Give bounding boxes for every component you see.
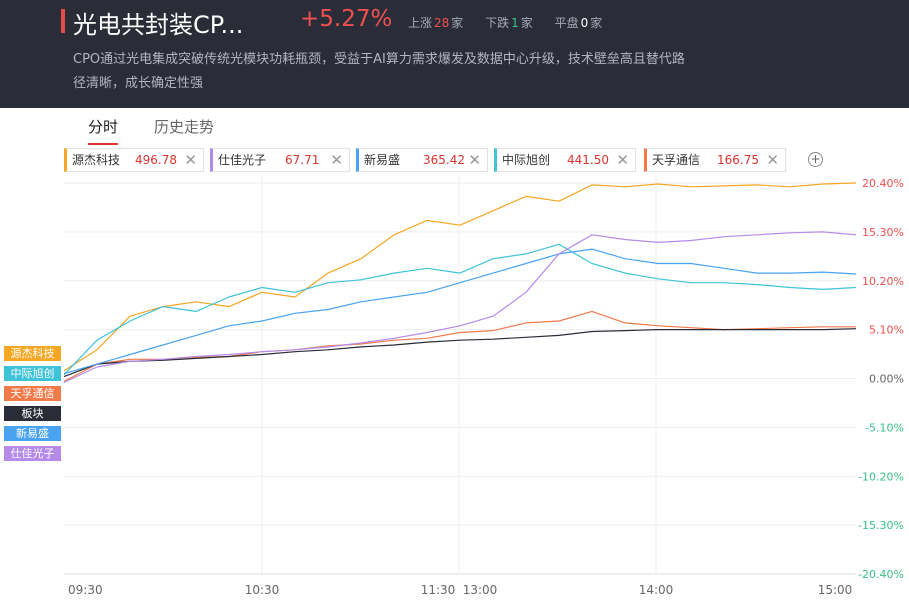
add-compare-icon[interactable]: + bbox=[808, 152, 823, 167]
x-tick-label: 11:30 bbox=[421, 583, 456, 597]
chip-yuanjie[interactable]: 源杰科技 496.78 ✕ bbox=[64, 148, 204, 172]
down-count: 1 bbox=[511, 16, 519, 30]
y-tick-label: -5.10% bbox=[865, 421, 904, 434]
close-icon[interactable]: ✕ bbox=[468, 151, 481, 169]
up-label: 上涨 bbox=[408, 16, 433, 30]
chip-value: 166.75 bbox=[717, 153, 759, 167]
legend-shijia: 仕佳光子 bbox=[4, 446, 61, 461]
chip-zhongji[interactable]: 中际旭创 441.50 ✕ bbox=[494, 148, 636, 172]
chip-name: 新易盛 bbox=[364, 153, 401, 167]
chip-tianfu[interactable]: 天孚通信 166.75 ✕ bbox=[644, 148, 786, 172]
legend-sector: 板块 bbox=[4, 406, 61, 421]
chip-value: 67.71 bbox=[285, 153, 320, 167]
series-line bbox=[63, 182, 857, 372]
chip-value: 441.50 bbox=[567, 153, 609, 167]
chip-name: 天孚通信 bbox=[652, 153, 701, 167]
legend-zhongji: 中际旭创 bbox=[4, 366, 61, 381]
chip-xinyisheng[interactable]: 新易盛 365.42 ✕ bbox=[356, 148, 488, 172]
tab-intraday[interactable]: 分时 bbox=[88, 116, 119, 145]
y-tick-label: 10.20% bbox=[862, 275, 904, 288]
x-tick-label: 09:30 bbox=[68, 583, 103, 597]
y-tick-label: 20.40% bbox=[862, 177, 904, 190]
advance-decline-stats: 上涨 28 家 下跌 1 家 平盘 0 家 bbox=[408, 14, 604, 31]
y-tick-label: -10.20% bbox=[858, 470, 904, 483]
series-line bbox=[63, 231, 857, 383]
y-tick-label: -20.40% bbox=[858, 568, 904, 581]
chip-shijia[interactable]: 仕佳光子 67.71 ✕ bbox=[210, 148, 350, 172]
page-title: 光电共封装CP... bbox=[73, 11, 244, 39]
flat-count: 0 bbox=[580, 16, 589, 30]
x-tick-label: 10:30 bbox=[245, 583, 280, 597]
tab-history[interactable]: 历史走势 bbox=[154, 118, 215, 136]
x-tick-label: 13:00 bbox=[463, 583, 498, 597]
sector-change: +5.27% bbox=[300, 6, 393, 32]
close-icon[interactable]: ✕ bbox=[330, 151, 343, 169]
x-tick-label: 14:00 bbox=[639, 583, 674, 597]
down-unit: 家 bbox=[520, 16, 533, 30]
chip-value: 365.42 bbox=[423, 153, 465, 167]
y-tick-label: 0.00% bbox=[869, 373, 904, 386]
flat-label: 平盘 bbox=[554, 16, 579, 30]
sector-description: CPO通过光电集成突破传统光模块功耗瓶颈，受益于AI算力需求爆发及数据中心升级，… bbox=[73, 52, 685, 91]
flat-unit: 家 bbox=[590, 16, 603, 30]
up-count: 28 bbox=[434, 16, 450, 30]
chip-name: 源杰科技 bbox=[72, 153, 121, 167]
y-tick-label: -15.30% bbox=[858, 519, 904, 532]
y-tick-label: 15.30% bbox=[862, 226, 904, 239]
series-line bbox=[63, 328, 857, 378]
legend-yuanjie: 源杰科技 bbox=[4, 346, 61, 361]
chip-name: 中际旭创 bbox=[502, 153, 551, 167]
title-accent-bar bbox=[61, 9, 65, 33]
chip-name: 仕佳光子 bbox=[218, 153, 267, 167]
x-tick-label: 15:00 bbox=[818, 583, 853, 597]
legend-xinyisheng: 新易盛 bbox=[4, 426, 61, 441]
legend-tianfu: 天孚通信 bbox=[4, 386, 61, 401]
close-icon[interactable]: ✕ bbox=[184, 151, 197, 169]
plot-area bbox=[64, 175, 856, 574]
series-line bbox=[63, 248, 857, 375]
series-line bbox=[63, 243, 857, 376]
header: 光电共封装CP... +5.27% 上涨 28 家 下跌 1 家 平盘 0 家 CPO通过光… bbox=[0, 0, 909, 108]
close-icon[interactable]: ✕ bbox=[616, 151, 629, 169]
down-label: 下跌 bbox=[485, 16, 510, 30]
y-tick-label: 5.10% bbox=[869, 324, 904, 337]
up-unit: 家 bbox=[451, 16, 464, 30]
chip-value: 496.78 bbox=[135, 153, 177, 167]
close-icon[interactable]: ✕ bbox=[766, 151, 779, 169]
